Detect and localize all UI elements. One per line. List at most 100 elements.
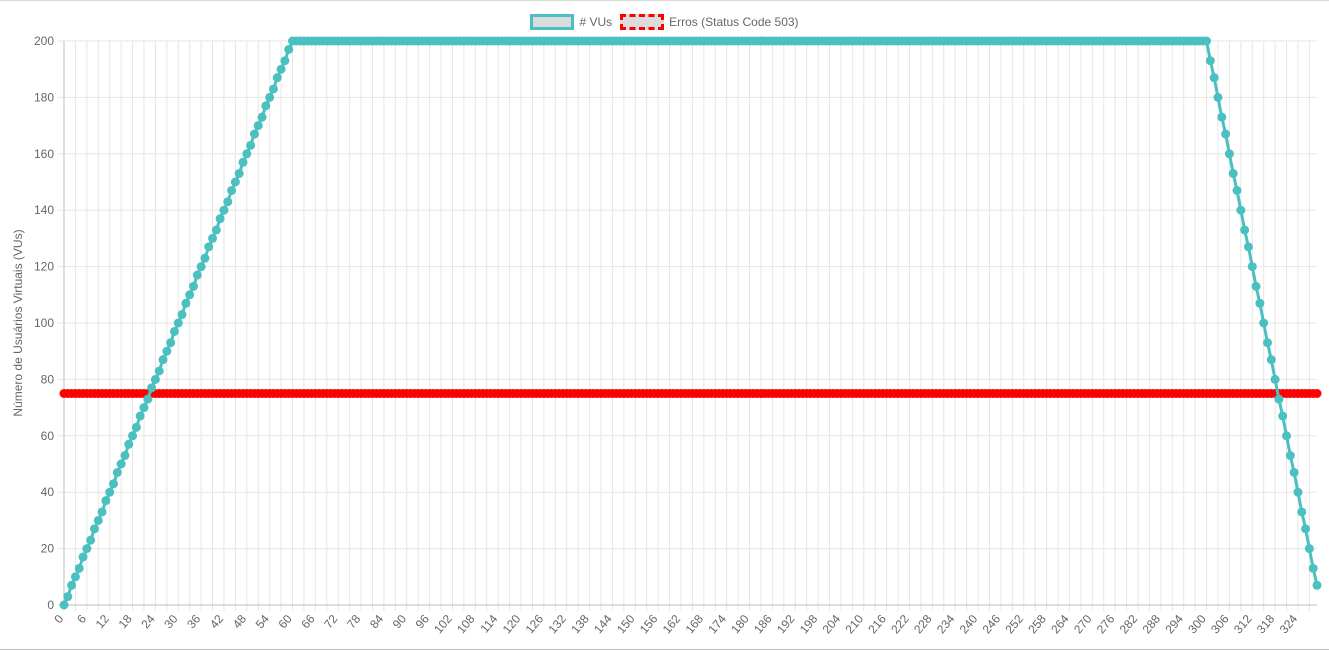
x-tick-label: 174 <box>705 612 729 637</box>
x-tick-label: 156 <box>637 612 661 637</box>
legend-item-vus[interactable]: # VUs <box>530 14 612 30</box>
data-point-vus <box>147 383 157 393</box>
data-point-vus <box>1236 205 1246 215</box>
x-tick-label: 120 <box>500 612 524 637</box>
data-point-vus <box>1221 129 1231 139</box>
data-point-vus <box>268 84 278 94</box>
data-point-vus <box>1308 563 1318 573</box>
data-point-vus <box>234 169 244 179</box>
x-tick-label: 162 <box>660 612 684 637</box>
data-point-vus <box>124 439 134 449</box>
grid <box>58 40 1317 611</box>
x-tick-label: 126 <box>523 612 547 637</box>
x-tick-label: 48 <box>230 612 250 631</box>
data-point-vus <box>219 205 229 215</box>
data-point-vus <box>1285 451 1295 461</box>
x-tick-label: 18 <box>116 612 136 631</box>
data-point-vus <box>116 459 126 469</box>
data-point-vus <box>112 467 122 477</box>
x-tick-label: 12 <box>93 612 113 631</box>
data-point-vus <box>1240 225 1250 235</box>
x-tick-label: 108 <box>454 612 478 637</box>
x-tick-label: 150 <box>614 612 638 637</box>
chart-legend: # VUs Erros (Status Code 503) <box>0 14 1329 30</box>
y-tick-label: 180 <box>34 90 54 104</box>
x-tick-label: 216 <box>865 612 889 637</box>
x-tick-label: 306 <box>1208 612 1232 637</box>
x-tick-label: 222 <box>888 612 912 637</box>
x-tick-label: 54 <box>253 612 273 631</box>
data-point-vus <box>1251 281 1261 291</box>
x-tick-label: 60 <box>275 612 295 631</box>
series-layer <box>59 36 1322 610</box>
data-point-vus <box>196 262 206 272</box>
x-tick-label: 132 <box>545 612 569 637</box>
y-axis-ticks: 0 20 40 60 80 100 120 140 160 180 200 <box>34 34 54 612</box>
data-point-vus <box>188 281 198 291</box>
data-point-vus <box>1213 92 1223 102</box>
x-tick-label: 168 <box>683 612 707 637</box>
x-tick-label: 42 <box>207 612 227 631</box>
data-point-vus <box>1282 431 1292 441</box>
x-tick-label: 198 <box>797 612 821 637</box>
x-tick-label: 252 <box>1002 612 1026 637</box>
x-tick-label: 324 <box>1277 612 1301 637</box>
data-point-vus <box>253 121 263 131</box>
y-tick-label: 200 <box>34 34 54 48</box>
data-point-vus <box>185 290 195 300</box>
data-point-vus <box>82 544 92 554</box>
legend-item-errors[interactable]: Erros (Status Code 503) <box>620 14 799 30</box>
data-point-vus <box>249 129 259 139</box>
x-tick-label: 6 <box>74 612 89 626</box>
data-point-vus <box>93 515 103 525</box>
x-tick-label: 288 <box>1140 612 1164 637</box>
x-tick-label: 312 <box>1231 612 1255 637</box>
y-tick-label: 120 <box>34 260 54 274</box>
data-point-vus <box>154 366 164 376</box>
data-point-vus <box>120 451 130 461</box>
x-tick-label: 114 <box>477 612 500 636</box>
x-tick-label: 318 <box>1254 612 1278 637</box>
data-point-vus <box>1259 318 1269 328</box>
data-point-vus <box>59 600 69 610</box>
data-point-vus <box>177 310 187 320</box>
data-point-vus <box>204 242 214 252</box>
data-point-vus <box>101 496 111 506</box>
data-point-vus <box>1232 185 1242 195</box>
data-point-vus <box>223 197 233 207</box>
data-point-vus <box>166 338 176 348</box>
y-tick-label: 60 <box>41 429 55 443</box>
data-point-vus <box>208 233 218 243</box>
data-point-vus <box>143 394 153 404</box>
data-point-vus <box>211 225 221 235</box>
data-point-vus <box>265 92 275 102</box>
data-point-vus <box>78 552 88 562</box>
data-point-vus <box>70 572 80 582</box>
x-tick-label: 180 <box>728 612 752 637</box>
x-tick-label: 30 <box>161 612 181 631</box>
data-point-vus <box>1270 374 1280 384</box>
data-point-vus <box>238 157 248 167</box>
series-errors <box>59 389 1322 398</box>
data-point-vus <box>257 112 267 122</box>
x-axis-ticks: 0 6 12 18 24 30 36 42 48 54 60 66 72 78 84 90 96 102 108 11… <box>51 612 1300 637</box>
data-point-vus <box>242 149 252 159</box>
x-tick-label: 234 <box>934 612 958 637</box>
data-point-vus <box>1255 298 1265 308</box>
data-point-vus <box>181 298 191 308</box>
data-point-vus <box>230 177 240 187</box>
data-point-vus <box>109 479 119 489</box>
x-tick-label: 84 <box>367 612 387 631</box>
legend-swatch-errors <box>620 14 665 30</box>
x-tick-label: 264 <box>1048 612 1072 637</box>
data-point-vus <box>1202 36 1212 46</box>
series-vus <box>59 36 1322 610</box>
data-point-vus <box>1205 56 1215 66</box>
data-point-vus <box>74 563 84 573</box>
data-point-vus <box>284 44 294 54</box>
data-point-vus <box>131 422 141 432</box>
y-tick-label: 80 <box>41 372 55 386</box>
data-point-vus <box>63 592 73 602</box>
data-point-vus <box>1262 338 1272 348</box>
data-point-vus <box>215 214 225 224</box>
